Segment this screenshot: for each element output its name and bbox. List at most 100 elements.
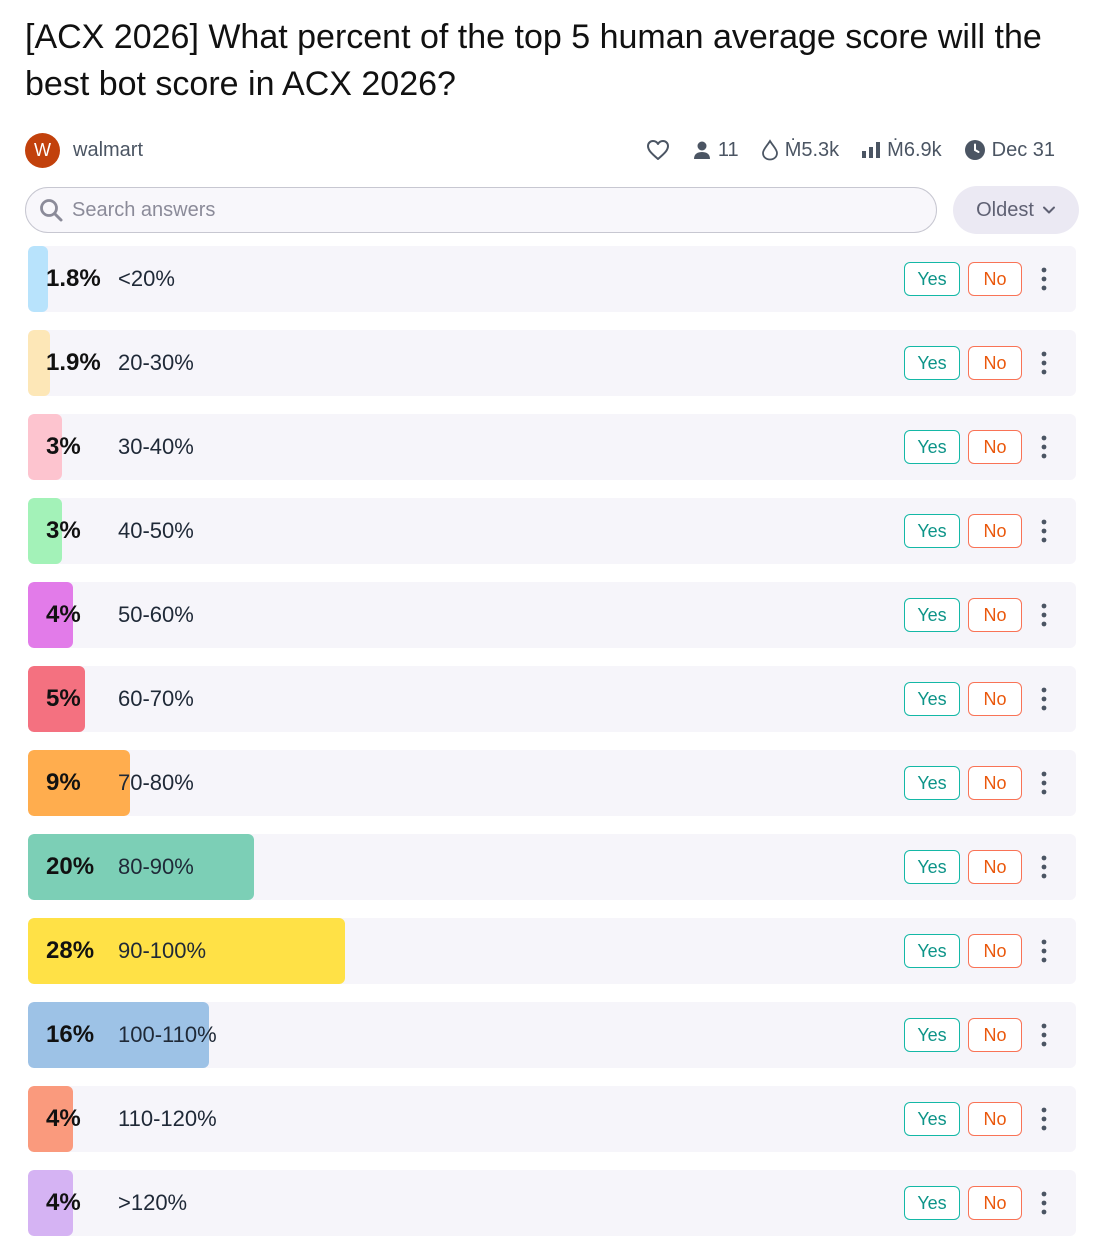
liquidity-stat: Ṁ5.3k <box>761 139 839 162</box>
more-vertical-icon <box>1041 855 1047 879</box>
answer-probability: 4% <box>46 1105 81 1132</box>
buy-no-button[interactable]: No <box>968 598 1022 632</box>
answer-probability: 5% <box>46 685 81 712</box>
sort-label: Oldest <box>976 198 1034 221</box>
answer-probability: 20% <box>46 853 95 880</box>
market-meta: W walmart 11 Ṁ5.3k Ṁ6.9 <box>25 132 1055 168</box>
question-title: [ACX 2026] What percent of the top 5 hum… <box>25 18 1042 103</box>
answer-label: 40-50% <box>118 518 194 543</box>
chevron-down-icon <box>1042 206 1055 214</box>
probability-bar <box>28 834 255 900</box>
answer-label: 20-30% <box>118 350 194 375</box>
answer-probability: 3% <box>46 517 81 544</box>
search-box[interactable] <box>25 187 937 233</box>
creator-name[interactable]: walmart <box>73 138 144 161</box>
more-options-button[interactable] <box>1034 1104 1054 1134</box>
buy-no-button[interactable]: No <box>968 430 1022 464</box>
follow-button[interactable] <box>646 139 670 161</box>
probability-bar <box>28 1002 210 1068</box>
probability-bar <box>28 1086 74 1152</box>
more-vertical-icon <box>1041 603 1047 627</box>
buy-no-button[interactable]: No <box>968 346 1022 380</box>
more-vertical-icon <box>1041 687 1047 711</box>
answer-row: 5% 60-70% Yes No <box>28 666 1076 732</box>
buy-yes-button[interactable]: Yes <box>904 346 960 380</box>
buy-no-button[interactable]: No <box>968 934 1022 968</box>
buy-no-button[interactable]: No <box>968 1102 1022 1136</box>
answer-label: 60-70% <box>118 686 194 711</box>
more-options-button[interactable] <box>1034 852 1054 882</box>
buy-no-button[interactable]: No <box>968 1018 1022 1052</box>
probability-bar <box>28 582 74 648</box>
more-vertical-icon <box>1041 1023 1047 1047</box>
buy-no-button[interactable]: No <box>968 1186 1022 1220</box>
traders-stat: 11 <box>692 139 739 162</box>
answer-label: 50-60% <box>118 602 194 627</box>
creator-avatar[interactable]: W <box>25 132 60 168</box>
probability-bar <box>28 918 345 984</box>
answer-row: 9% 70-80% Yes No <box>28 750 1076 816</box>
sort-dropdown[interactable]: Oldest <box>953 186 1079 234</box>
more-options-button[interactable] <box>1034 936 1054 966</box>
answer-row: 3% 30-40% Yes No <box>28 414 1076 480</box>
market-stats: 11 Ṁ5.3k Ṁ6.9k Dec 31 <box>646 139 1055 162</box>
answer-label: <20% <box>118 266 175 291</box>
more-options-button[interactable] <box>1034 432 1054 462</box>
answer-toolbar: Oldest <box>25 186 1079 234</box>
answer-row: 4% >120% Yes No <box>28 1170 1076 1236</box>
answer-probability: 16% <box>46 1021 95 1048</box>
more-vertical-icon <box>1041 771 1047 795</box>
answer-probability: 4% <box>46 601 81 628</box>
answer-probability: 1.9% <box>46 349 101 376</box>
buy-no-button[interactable]: No <box>968 850 1022 884</box>
more-vertical-icon <box>1041 1107 1047 1131</box>
answer-probability: 9% <box>46 769 81 796</box>
probability-bar <box>28 414 62 480</box>
buy-no-button[interactable]: No <box>968 514 1022 548</box>
liquidity-value: Ṁ5.3k <box>784 138 840 161</box>
answer-row: 28% 90-100% Yes No <box>28 918 1076 984</box>
answer-list: 1.8% <20% Yes No 1.9% 20-30% Yes No 3% 3… <box>28 246 1076 1254</box>
probability-bar <box>28 1170 74 1236</box>
buy-yes-button[interactable]: Yes <box>904 850 960 884</box>
more-options-button[interactable] <box>1034 348 1054 378</box>
answer-label: 70-80% <box>118 770 194 795</box>
answer-probability: 4% <box>46 1189 81 1216</box>
answer-row: 4% 50-60% Yes No <box>28 582 1076 648</box>
answer-label: 90-100% <box>118 938 207 963</box>
buy-yes-button[interactable]: Yes <box>904 598 960 632</box>
probability-bar <box>28 330 50 396</box>
more-vertical-icon <box>1041 267 1047 291</box>
more-options-button[interactable] <box>1034 1188 1054 1218</box>
more-options-button[interactable] <box>1034 1020 1054 1050</box>
buy-yes-button[interactable]: Yes <box>904 430 960 464</box>
close-date: Dec 31 <box>991 138 1055 161</box>
more-vertical-icon <box>1041 1191 1047 1215</box>
buy-yes-button[interactable]: Yes <box>904 766 960 800</box>
more-options-button[interactable] <box>1034 684 1054 714</box>
search-icon <box>40 199 63 222</box>
more-vertical-icon <box>1041 939 1047 963</box>
buy-no-button[interactable]: No <box>968 262 1022 296</box>
more-options-button[interactable] <box>1034 600 1054 630</box>
search-input[interactable] <box>70 197 894 223</box>
close-date-stat: Dec 31 <box>964 139 1055 162</box>
buy-no-button[interactable]: No <box>968 766 1022 800</box>
buy-yes-button[interactable]: Yes <box>904 514 960 548</box>
buy-yes-button[interactable]: Yes <box>904 1018 960 1052</box>
more-options-button[interactable] <box>1034 264 1054 294</box>
answer-row: 3% 40-50% Yes No <box>28 498 1076 564</box>
answer-label: 100-110% <box>118 1022 217 1047</box>
bar-chart-icon <box>862 142 881 158</box>
buy-yes-button[interactable]: Yes <box>904 1186 960 1220</box>
buy-yes-button[interactable]: Yes <box>904 934 960 968</box>
buy-yes-button[interactable]: Yes <box>904 1102 960 1136</box>
more-vertical-icon <box>1041 435 1047 459</box>
buy-yes-button[interactable]: Yes <box>904 262 960 296</box>
more-options-button[interactable] <box>1034 516 1054 546</box>
traders-count: 11 <box>717 138 739 161</box>
buy-yes-button[interactable]: Yes <box>904 682 960 716</box>
more-options-button[interactable] <box>1034 768 1054 798</box>
buy-no-button[interactable]: No <box>968 682 1022 716</box>
answer-row: 1.9% 20-30% Yes No <box>28 330 1076 396</box>
